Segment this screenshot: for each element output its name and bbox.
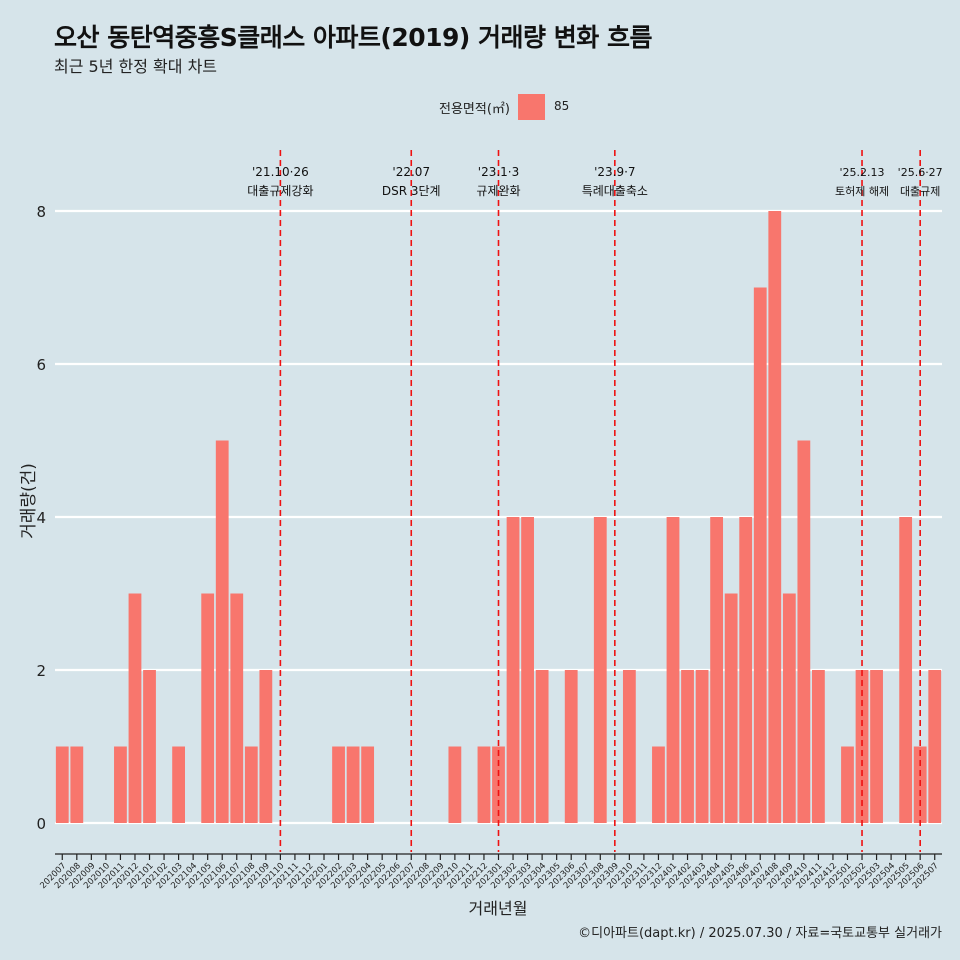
event-label: 대출규제강화 xyxy=(247,184,313,198)
bar-202204 xyxy=(361,746,375,823)
bar-202409 xyxy=(782,593,796,823)
event-date: '21.10·26 xyxy=(252,165,309,179)
bar-202303 xyxy=(521,517,534,823)
bar-202302 xyxy=(506,517,520,823)
chart-subtitle: 최근 5년 한정 확대 차트 xyxy=(54,57,218,76)
event-label: 특례대출축소 xyxy=(582,184,648,198)
bar-202401 xyxy=(666,517,680,823)
bar-202404 xyxy=(710,517,724,823)
bars xyxy=(55,211,942,823)
bar-202410 xyxy=(797,440,811,823)
bar-202212 xyxy=(477,746,491,823)
legend: 전용면적(㎡) 85 xyxy=(0,94,960,120)
bar-202407 xyxy=(753,287,767,823)
bar-202012 xyxy=(128,593,142,823)
bar-202503 xyxy=(870,670,883,823)
bar-202306 xyxy=(564,670,578,823)
event-label: 토허제 해제 xyxy=(835,184,889,198)
bar-202105 xyxy=(201,593,215,823)
bar-202203 xyxy=(346,746,360,823)
bar-202406 xyxy=(739,517,753,823)
bar-202501 xyxy=(841,746,854,823)
bar-202304 xyxy=(535,670,549,823)
event-date: '23.9·7 xyxy=(594,165,635,179)
bar-202408 xyxy=(768,211,782,823)
event-date: '25.2.13 xyxy=(840,166,885,179)
bar-202101 xyxy=(143,670,156,823)
bar-202403 xyxy=(695,670,709,823)
bar-202405 xyxy=(724,593,738,823)
chart-title: 오산 동탄역중흥S클래스 아파트(2019) 거래량 변화 흐름 xyxy=(54,23,652,52)
legend-label: 85 xyxy=(554,99,570,113)
bar-202507 xyxy=(928,670,942,823)
event-date: '25.6·27 xyxy=(898,166,943,179)
bar-202109 xyxy=(259,670,273,823)
bar-202312 xyxy=(652,746,665,823)
y-tick-label: 8 xyxy=(36,203,46,221)
event-date: '22.07 xyxy=(392,165,430,179)
event-label: 대출규제 xyxy=(900,185,940,198)
event-date: '23.1·3 xyxy=(478,165,519,179)
event-label: 규제완화 xyxy=(476,184,520,198)
event-label: DSR 3단계 xyxy=(382,184,441,198)
bar-202011 xyxy=(114,746,127,823)
bar-202106 xyxy=(215,440,229,823)
bar-202308 xyxy=(593,517,607,823)
y-axis-title: 거래량(건) xyxy=(19,463,39,539)
event-lines: '21.10·26 대출규제강화 '22.07 DSR 3단계 '23.1·3 규제완화 '… xyxy=(247,150,943,852)
y-tick-label: 2 xyxy=(36,662,46,680)
y-tick-label: 6 xyxy=(36,356,46,374)
source-caption: ©디아파트(dapt.kr) / 2025.07.30 / 자료=국토교통부 실… xyxy=(578,926,942,941)
legend-swatch xyxy=(518,94,545,120)
bar-202402 xyxy=(681,670,694,823)
x-axis-title: 거래년월 xyxy=(469,899,528,918)
y-tick-label: 4 xyxy=(36,509,46,527)
bar-202103 xyxy=(172,746,185,823)
bar-202007 xyxy=(55,746,69,823)
bar-202202 xyxy=(332,746,345,823)
bar-202310 xyxy=(622,670,636,823)
bar-202502 xyxy=(855,670,869,823)
bar-202411 xyxy=(812,670,825,823)
legend-title: 전용면적(㎡) xyxy=(439,102,510,117)
bar-202505 xyxy=(899,517,913,823)
bar-202210 xyxy=(448,746,462,823)
y-tick-label: 0 xyxy=(36,815,46,833)
bar-202108 xyxy=(244,746,258,823)
bar-202107 xyxy=(230,593,244,823)
bar-202008 xyxy=(70,746,84,823)
